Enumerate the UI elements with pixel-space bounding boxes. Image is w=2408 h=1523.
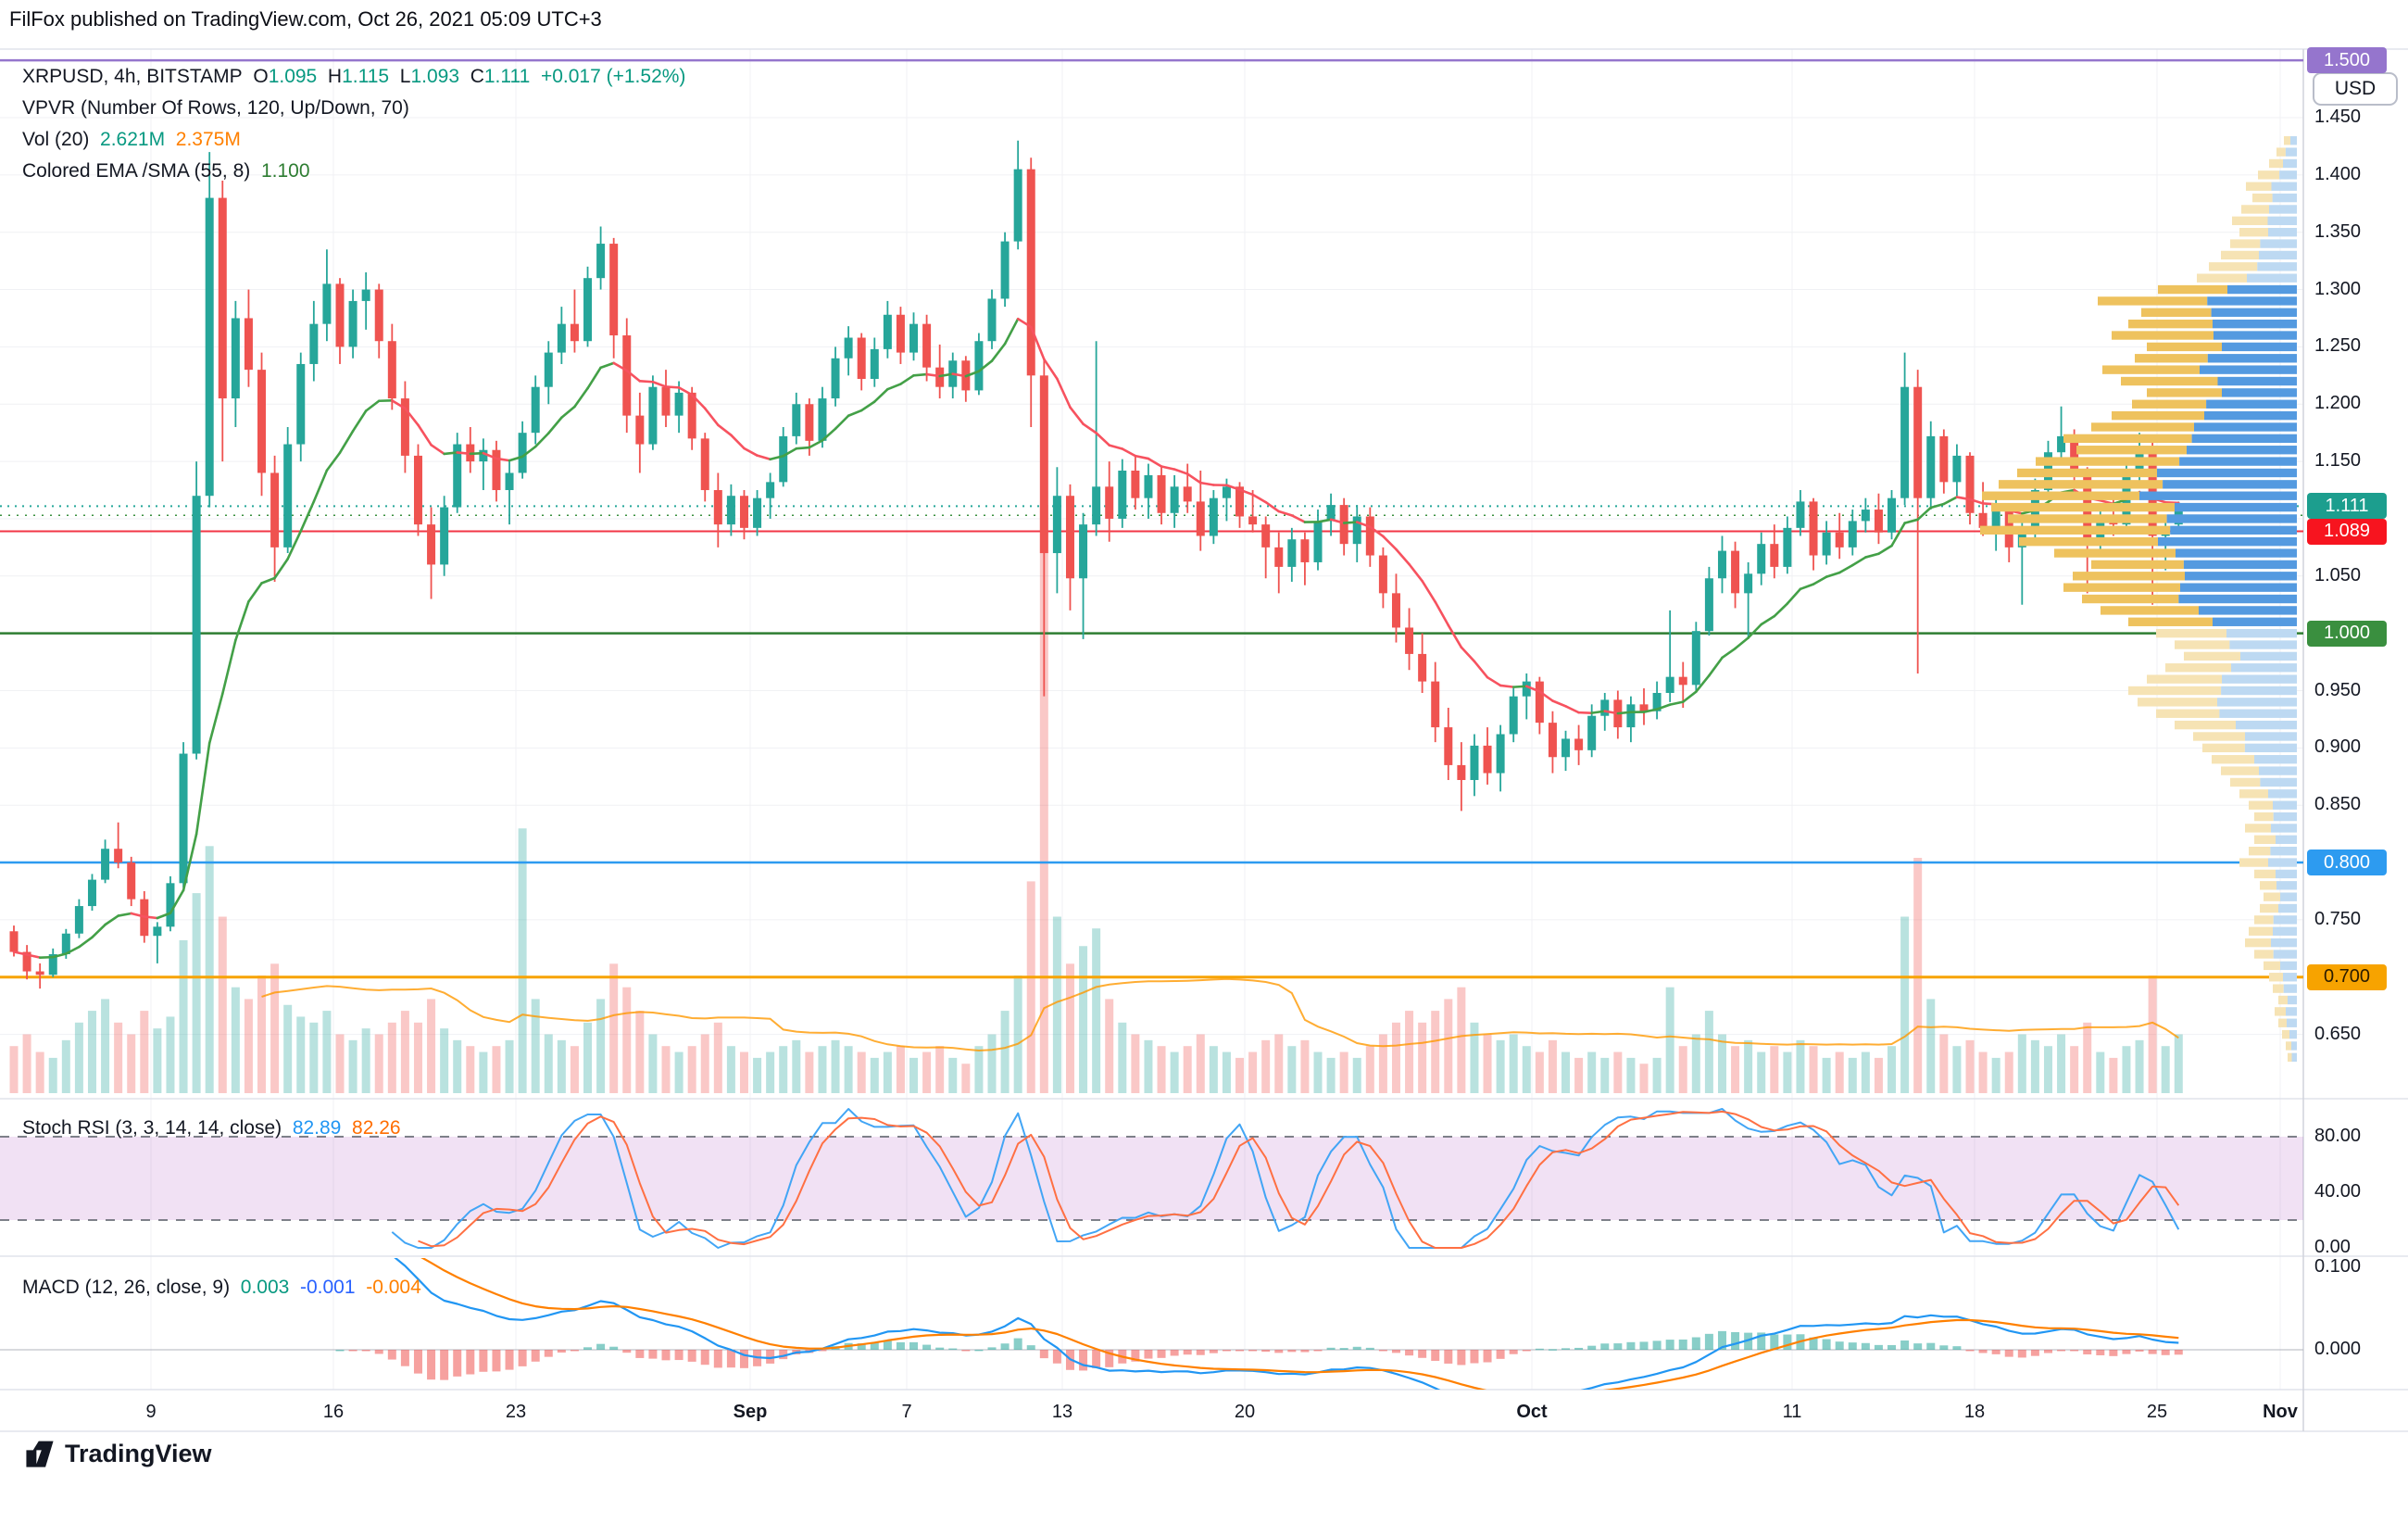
ohlc-change-value: +0.017 (+1.52%) — [540, 66, 686, 87]
ema-label[interactable]: Colored EMA /SMA (55, 8) — [22, 160, 251, 182]
legend-vpvr-row[interactable]: VPVR (Number Of Rows, 120, Up/Down, 70) — [22, 97, 409, 120]
stoch-tick-label[interactable]: 0.00 — [2314, 1237, 2351, 1257]
macd-plot — [0, 1258, 2303, 1390]
price-level-lines[interactable] — [0, 58, 2303, 979]
volume-profile — [1980, 136, 2297, 1063]
time-axis-label[interactable]: 16 — [322, 1402, 345, 1422]
legend-stoch-row[interactable]: Stoch RSI (3, 3, 14, 14, close) 82.89 82… — [22, 1117, 401, 1139]
stoch-tick-label[interactable]: 40.00 — [2314, 1181, 2362, 1202]
price-axis-badge: 1.111 — [2307, 493, 2387, 520]
time-axis-label[interactable]: 25 — [2146, 1402, 2168, 1422]
ohlc-open-value: 1.095 — [268, 66, 318, 87]
price-tick-label[interactable]: 1.150 — [2314, 450, 2362, 472]
pane-borders — [0, 48, 2408, 1432]
time-axis-label[interactable]: 18 — [1963, 1402, 1986, 1422]
time-axis-label[interactable]: 9 — [145, 1402, 157, 1422]
legend-macd-row[interactable]: MACD (12, 26, close, 9) 0.003 -0.001 -0.… — [22, 1277, 421, 1299]
price-tick-label[interactable]: 0.650 — [2314, 1023, 2362, 1044]
price-tick-label[interactable]: 0.750 — [2314, 908, 2362, 929]
ohlc-low-value: 1.093 — [410, 66, 460, 87]
ohlc-close-value: 1.111 — [483, 66, 531, 87]
price-tick-label[interactable]: 1.400 — [2314, 163, 2362, 184]
price-tick-label[interactable]: 1.050 — [2314, 564, 2362, 585]
ohlc-high-label: H — [327, 66, 343, 87]
price-tick-label[interactable]: 1.300 — [2314, 278, 2362, 299]
ohlc-close-label: C — [470, 66, 484, 87]
stoch-tick-label[interactable]: 80.00 — [2314, 1126, 2362, 1146]
price-tick-label[interactable]: 1.250 — [2314, 335, 2362, 357]
ohlc-low-label: L — [399, 66, 411, 87]
volume-ma1-value: 2.621M — [100, 129, 166, 150]
symbol-title[interactable]: XRPUSD, 4h, BITSTAMP — [22, 66, 243, 87]
macd-line-value: -0.001 — [300, 1277, 356, 1298]
price-tick-label[interactable]: 0.950 — [2314, 679, 2362, 700]
ema-value: 1.100 — [260, 160, 310, 182]
tradingview-logo-text: TradingView — [65, 1439, 212, 1467]
price-tick-label[interactable]: 1.350 — [2314, 220, 2362, 242]
price-tick-label[interactable]: 1.450 — [2314, 107, 2362, 127]
published-header: FilFox published on TradingView.com, Oct… — [9, 7, 602, 31]
time-axis-label[interactable]: Sep — [733, 1402, 768, 1422]
price-axis-badge: 0.800 — [2307, 850, 2387, 876]
price-tick-label[interactable]: 1.200 — [2314, 393, 2362, 414]
price-axis-badge: 1.000 — [2307, 620, 2387, 647]
legend-ema-row[interactable]: Colored EMA /SMA (55, 8) 1.100 — [22, 160, 310, 183]
tradingview-watermark[interactable]: TradingView — [24, 1438, 212, 1469]
time-axis-label[interactable]: 20 — [1234, 1402, 1256, 1422]
currency-toggle-button[interactable]: USD — [2313, 72, 2398, 106]
price-tick-label[interactable]: 0.900 — [2314, 736, 2362, 758]
price-axis-badge: 0.700 — [2307, 963, 2387, 990]
ohlc-high-value: 1.115 — [342, 66, 390, 87]
time-axis-label[interactable]: 7 — [901, 1402, 912, 1422]
volume-label[interactable]: Vol (20) — [22, 129, 90, 150]
time-axis-label[interactable]: 23 — [505, 1402, 527, 1422]
volume-bars — [9, 505, 2183, 1093]
legend-volume-row[interactable]: Vol (20) 2.621M 2.375M — [22, 129, 241, 151]
time-axis-label[interactable]: 11 — [1782, 1402, 1802, 1422]
stoch-band — [0, 1137, 2303, 1220]
tradingview-logo-icon — [26, 1441, 54, 1467]
stoch-d-value: 82.26 — [352, 1117, 401, 1139]
time-axis-label[interactable]: Oct — [1516, 1402, 1548, 1422]
time-axis-label[interactable]: 13 — [1051, 1402, 1073, 1422]
price-axis-badge: 1.500 — [2307, 47, 2387, 74]
macd-tick-label[interactable]: 0.100 — [2314, 1256, 2362, 1277]
legend-symbol-row[interactable]: XRPUSD, 4h, BITSTAMP O1.095 H1.115 L1.09… — [22, 66, 685, 88]
volume-ma2-value: 2.375M — [175, 129, 241, 150]
price-tick-label[interactable]: 0.850 — [2314, 794, 2362, 815]
macd-signal-value: -0.004 — [366, 1277, 421, 1298]
stoch-rsi-lines — [391, 1108, 2180, 1249]
ohlc-open-label: O — [253, 66, 269, 87]
volume-ma-line — [261, 977, 2179, 1052]
macd-tick-label[interactable]: 0.000 — [2314, 1339, 2362, 1359]
price-axis-badge: 1.089 — [2307, 518, 2387, 545]
macd-hist-value: 0.003 — [240, 1277, 290, 1298]
macd-label[interactable]: MACD (12, 26, close, 9) — [22, 1277, 231, 1298]
stoch-k-value: 82.89 — [292, 1117, 342, 1139]
vpvr-label[interactable]: VPVR (Number Of Rows, 120, Up/Down, 70) — [22, 97, 409, 119]
time-axis-label[interactable]: Nov — [2263, 1402, 2298, 1422]
stoch-label[interactable]: Stoch RSI (3, 3, 14, 14, close) — [22, 1117, 282, 1139]
